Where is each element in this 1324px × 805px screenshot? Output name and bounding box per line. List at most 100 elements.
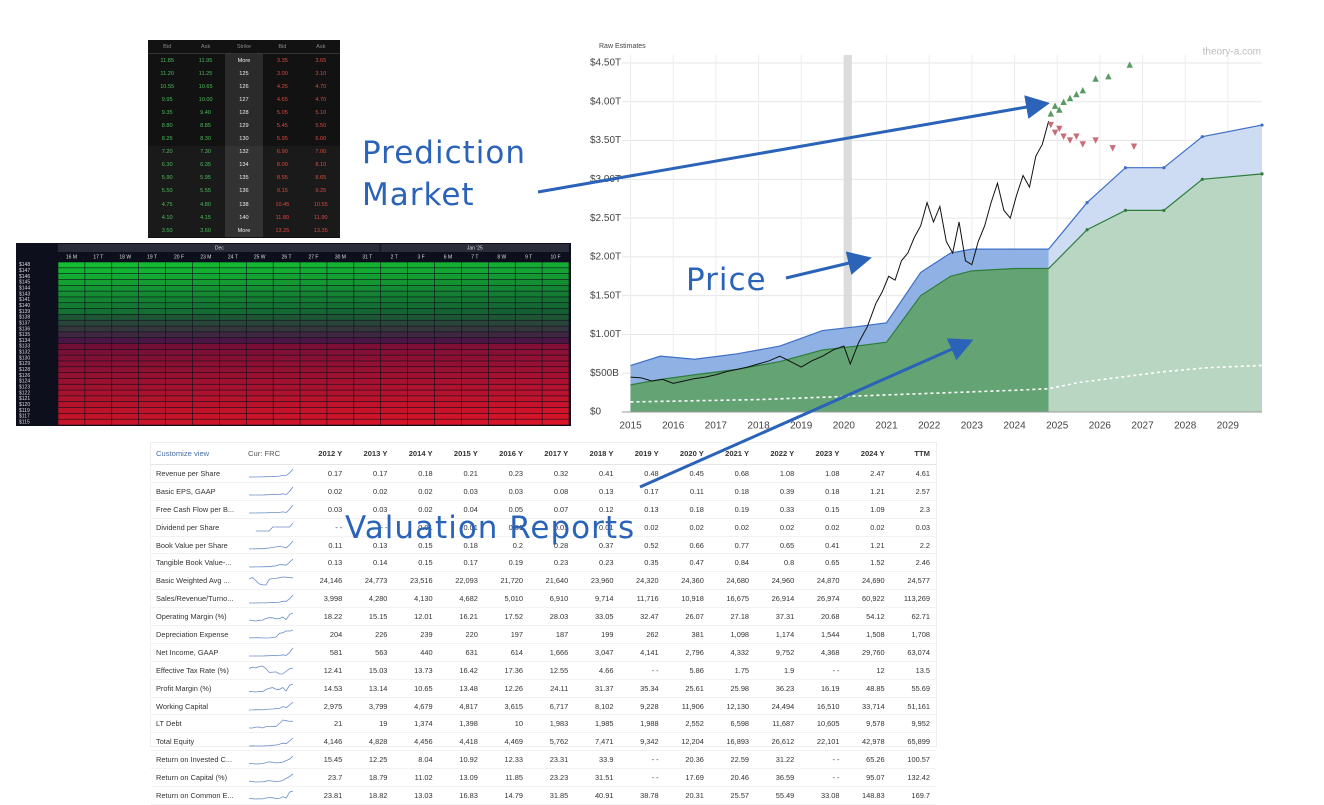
heatmap-cell [488, 349, 515, 355]
heatmap-cell [434, 384, 462, 390]
left-quote: 6.35 [186, 158, 225, 172]
strike-label: $135 [19, 332, 30, 338]
customize-view[interactable]: Customize view [151, 443, 248, 465]
heatmap-cell [300, 367, 327, 373]
estimate-point [1085, 201, 1089, 205]
prediction-marker [1126, 61, 1133, 68]
table-cell: 12.33 [483, 750, 530, 770]
row-label: Net Income, GAAP [151, 643, 248, 662]
right-quote: 5.45 [276, 123, 288, 130]
heatmap-cell [488, 314, 515, 320]
heatmap-cell [488, 343, 515, 350]
heatmap-cell [219, 291, 246, 297]
row-label: Revenue per Share [151, 464, 248, 483]
order-book-header: Bid Ask Strike Bid Ask [148, 40, 340, 54]
heatmap-cell [542, 361, 569, 367]
heatmap-cell [515, 372, 542, 379]
table-cell: 0.45 [664, 464, 710, 483]
heatmap-cell [407, 367, 435, 373]
heatmap-cell [515, 308, 542, 315]
heatmap-cell [219, 308, 246, 315]
x-tick-label: 2023 [961, 421, 984, 432]
heatmap-cell [85, 367, 112, 373]
sparkline [249, 540, 294, 550]
left-quote: 7.30 [186, 145, 225, 159]
heatmap-cell [327, 320, 354, 326]
table-cell: 16.21 [438, 607, 484, 627]
table-cell: 0.03 [890, 518, 936, 537]
table-cell: 0.02 [755, 518, 801, 537]
heatmap-cell [488, 355, 515, 361]
heatmap-cell [192, 268, 220, 274]
heatmap-cell [434, 332, 462, 338]
heatmap-cell [300, 314, 327, 320]
heatmap-cell [381, 297, 408, 303]
strike-label: $119 [19, 408, 30, 414]
estimate-point [1260, 172, 1264, 176]
heatmap-cell [165, 367, 193, 373]
heatmap-cell [192, 390, 220, 396]
row-label: Basic EPS, GAAP [151, 482, 248, 501]
heatmap-cell [138, 279, 166, 285]
table-cell: 0.03 [348, 500, 394, 519]
heatmap-cell [273, 407, 300, 414]
heatmap-cell [112, 402, 139, 408]
heatmap-cell [381, 273, 408, 280]
heatmap-cell [112, 413, 139, 419]
heatmap-cell [165, 390, 193, 396]
table-cell: 4,332 [709, 643, 756, 662]
prediction-marker [1130, 143, 1138, 150]
order-book-row: 3.50 3.60 More 13.25 13.35 [148, 224, 340, 238]
heatmap-cell [112, 349, 139, 355]
annotation-price: Price [686, 262, 767, 298]
heatmap-cell [138, 268, 166, 274]
heatmap-cell [300, 326, 327, 332]
table-cell: 12 [845, 661, 891, 680]
table-cell: 36.59 [755, 768, 801, 788]
table-cell: 37.31 [755, 607, 801, 627]
right-quote: 13.25 [263, 224, 302, 238]
strike-label: $129 [19, 361, 30, 367]
day-label: 9 T [525, 254, 532, 260]
heatmap-cell [327, 367, 354, 373]
table-cell: 0.14 [348, 553, 394, 573]
table-cell: 0.03 [483, 482, 530, 501]
heatmap-cell [300, 320, 327, 326]
heatmap-cell [354, 314, 381, 320]
table-cell: 15.15 [348, 607, 394, 627]
estimate-point [1162, 208, 1166, 212]
row-label: Working Capital [151, 697, 248, 716]
heatmap-cell [85, 268, 112, 274]
prediction-marker [1051, 102, 1059, 109]
heatmap-cell [354, 407, 381, 414]
left-quote: 8.80 [161, 123, 173, 130]
table-cell: 0.03 [303, 500, 349, 519]
heatmap-cell [219, 273, 246, 280]
heatmap-cell [407, 326, 435, 332]
prediction-marker [1056, 106, 1063, 113]
heatmap-cell [515, 297, 542, 303]
heatmap-cell [138, 308, 166, 315]
right-quote: 11.80 [263, 211, 302, 225]
heatmap-cell [219, 372, 246, 379]
heatmap-cell [273, 378, 300, 384]
day-label: 18 W [119, 254, 131, 260]
heatmap-cell [273, 268, 300, 274]
heatmap-cell [58, 268, 85, 274]
heatmap-cell [58, 378, 85, 384]
heatmap-cell [542, 326, 569, 332]
heatmap-cell [381, 349, 408, 355]
heatmap-cell [542, 320, 569, 326]
sparkline-path [249, 648, 294, 657]
heatmap-cell [488, 337, 515, 344]
table-cell: - - [348, 518, 394, 537]
heatmap-cell [488, 361, 515, 367]
table-cell: 0.77 [709, 536, 756, 555]
column-header: 2012 Y [303, 443, 349, 465]
heatmap-cell [273, 361, 300, 367]
heatmap-cell [488, 332, 515, 338]
right-quote: 10.45 [263, 198, 302, 212]
left-quote: 8.30 [200, 136, 212, 143]
valuation-table: Customize view Cur: FRC 2012 Y 2013 Y 2014 Y… [150, 442, 937, 805]
heatmap-cell [407, 279, 435, 285]
